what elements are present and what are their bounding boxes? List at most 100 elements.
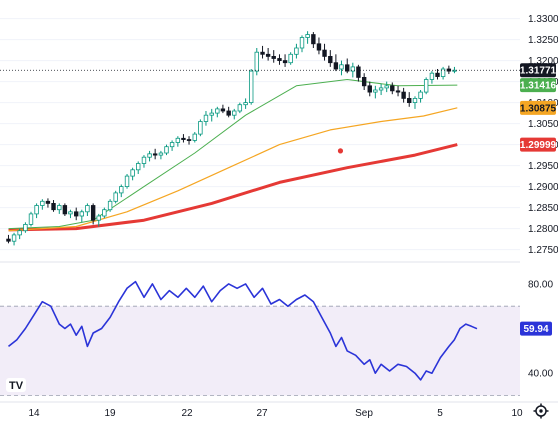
candle-body [452, 69, 457, 72]
candle-body [271, 56, 276, 59]
candle-body [350, 66, 356, 72]
candle-body [57, 205, 62, 211]
price-badge-text: 1.31416 [520, 81, 557, 92]
candle-body [328, 56, 333, 64]
candle-body [418, 91, 423, 99]
tv-logo[interactable]: TV [6, 378, 26, 392]
candle-body [62, 205, 68, 215]
x-axis-tick: 22 [181, 408, 193, 419]
candle-body [169, 142, 175, 148]
candle-body [147, 153, 152, 158]
price-badge-bg [520, 78, 556, 93]
price-badge-last: 1.31771 [520, 63, 557, 78]
candle-body [378, 87, 384, 91]
price-marker [337, 148, 344, 154]
indicator-line [8, 280, 478, 381]
candle-body [102, 209, 107, 217]
candle-body [96, 215, 101, 221]
candle-body [136, 163, 141, 171]
candle-body [11, 234, 17, 242]
price-y-tick: 1.32000 [528, 56, 558, 67]
price-y-tick: 1.33000 [528, 14, 558, 25]
indicator-y-axis: 80.00 40.00 [528, 279, 553, 379]
indicator-badge-bg [520, 321, 552, 336]
candle-body [423, 79, 429, 93]
candle-body [164, 146, 169, 154]
candle-body [220, 108, 226, 112]
price-badge-text: 1.30875 [520, 103, 557, 114]
price-badge-bg [520, 100, 556, 115]
candle-body [390, 85, 395, 92]
candle-body [158, 152, 164, 156]
candle-body [384, 85, 389, 89]
candle-body [215, 108, 220, 114]
candle-body [288, 53, 293, 64]
candle-body [79, 211, 85, 217]
price-badge-bg [520, 63, 556, 78]
price-y-tick: 1.32500 [528, 35, 558, 46]
candle-body [124, 175, 130, 188]
price-badge-text: 1.29999 [520, 140, 557, 151]
candle-body [361, 77, 367, 87]
price-badge-ma_short: 1.31416 [520, 78, 557, 93]
price-y-tick: 1.29500 [528, 161, 558, 172]
candle-body [85, 205, 90, 213]
price-badge-bg [520, 137, 556, 152]
ma-mid-line [8, 107, 458, 232]
price-y-tick: 1.27500 [528, 245, 558, 256]
candle-body [356, 66, 361, 78]
gear-icon[interactable] [533, 403, 549, 419]
candle-body [192, 133, 197, 141]
candle-body [305, 34, 310, 38]
candle-body [232, 110, 237, 116]
candle-body [440, 68, 446, 77]
candle-body [299, 37, 305, 49]
price-y-tick: 1.30500 [528, 119, 558, 130]
indicator-series-line [8, 280, 478, 381]
candle-body [6, 238, 11, 242]
x-axis-tick: 14 [28, 408, 40, 419]
candle-body [333, 62, 339, 70]
candle-body [248, 70, 254, 103]
candle-body [429, 72, 435, 80]
tv-logo-text: TV [9, 380, 24, 392]
candle-body [107, 200, 113, 211]
price-badge-ma_long: 1.29999 [520, 137, 557, 152]
indicator-badge: 59.94 [520, 321, 552, 336]
candle-body [367, 85, 372, 93]
indicator-band-fill [0, 306, 520, 396]
candle-body [17, 230, 22, 236]
candle-body [435, 72, 440, 77]
price-badge-ma_mid: 1.30875 [520, 100, 557, 115]
x-axis-tick: 10 [511, 408, 523, 419]
candle-body [254, 51, 259, 72]
candle-body [209, 112, 214, 116]
indicator-badge-text: 59.94 [523, 324, 548, 335]
candle-body [181, 137, 186, 140]
candle-body [294, 47, 299, 55]
candle-body [345, 64, 350, 72]
price-moving-averages [8, 79, 458, 232]
indicator-band [0, 305, 520, 396]
price-y-axis: 1.275001.280001.285001.290001.295001.300… [528, 14, 558, 256]
candle-body [45, 200, 51, 204]
candle-body [175, 137, 181, 143]
candle-body [322, 49, 327, 57]
price-y-tick: 1.29000 [528, 182, 558, 193]
price-candles [6, 31, 457, 246]
signal-dot [337, 148, 344, 154]
x-axis-tick: Sep [355, 408, 373, 419]
x-axis-tick: 27 [256, 408, 268, 419]
candle-body [401, 91, 406, 99]
candle-body [40, 200, 45, 206]
candle-body [152, 153, 158, 156]
candle-body [74, 211, 79, 217]
candle-body [198, 121, 203, 135]
candle-body [90, 205, 96, 221]
ma-short-line [8, 79, 458, 230]
candle-body [226, 110, 231, 116]
candle-body [412, 98, 418, 104]
candle-body [141, 156, 147, 164]
candle-body [130, 169, 135, 177]
